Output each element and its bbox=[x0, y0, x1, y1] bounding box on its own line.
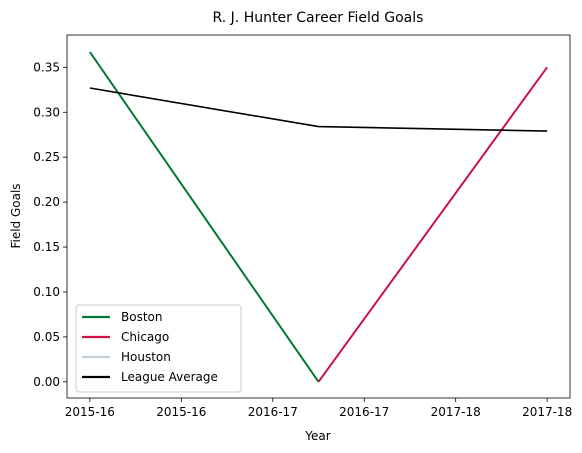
y-tick-label: 0.25 bbox=[33, 150, 60, 164]
legend-label: Houston bbox=[121, 350, 171, 364]
legend-label: Boston bbox=[121, 310, 162, 324]
x-axis: 2015-16 2015-16 2016-17 2016-17 2017-18 2017-… bbox=[65, 398, 572, 419]
legend-label: League Average bbox=[121, 370, 218, 384]
y-axis: 0.00 0.05 0.10 0.15 0.20 0.25 0.30 0.35 bbox=[33, 60, 67, 389]
y-tick-label: 0.00 bbox=[33, 375, 60, 389]
y-tick-label: 0.05 bbox=[33, 330, 60, 344]
x-tick-label: 2016-17 bbox=[248, 405, 298, 419]
y-tick-label: 0.15 bbox=[33, 240, 60, 254]
y-tick-label: 0.20 bbox=[33, 195, 60, 209]
legend-label: Chicago bbox=[121, 330, 169, 344]
y-tick-label: 0.35 bbox=[33, 60, 60, 74]
x-tick-label: 2017-18 bbox=[522, 405, 572, 419]
plot-area bbox=[89, 51, 548, 383]
y-tick-label: 0.30 bbox=[33, 105, 60, 119]
legend: Boston Chicago Houston League Average bbox=[75, 304, 242, 393]
x-tick-label: 2015-16 bbox=[156, 405, 206, 419]
series-line-league-average bbox=[89, 87, 548, 132]
x-tick-label: 2016-17 bbox=[339, 405, 389, 419]
series-line-boston bbox=[89, 51, 320, 383]
chart-title: R. J. Hunter Career Field Goals bbox=[213, 10, 424, 26]
x-tick-label: 2017-18 bbox=[431, 405, 481, 419]
legend-box bbox=[75, 304, 242, 393]
x-axis-label: Year bbox=[304, 429, 330, 443]
x-tick-label: 2015-16 bbox=[65, 405, 115, 419]
plot-frame bbox=[66, 34, 571, 399]
y-axis-label: Field Goals bbox=[9, 183, 23, 248]
y-tick-label: 0.10 bbox=[33, 285, 60, 299]
series-line-chicago bbox=[317, 66, 548, 383]
